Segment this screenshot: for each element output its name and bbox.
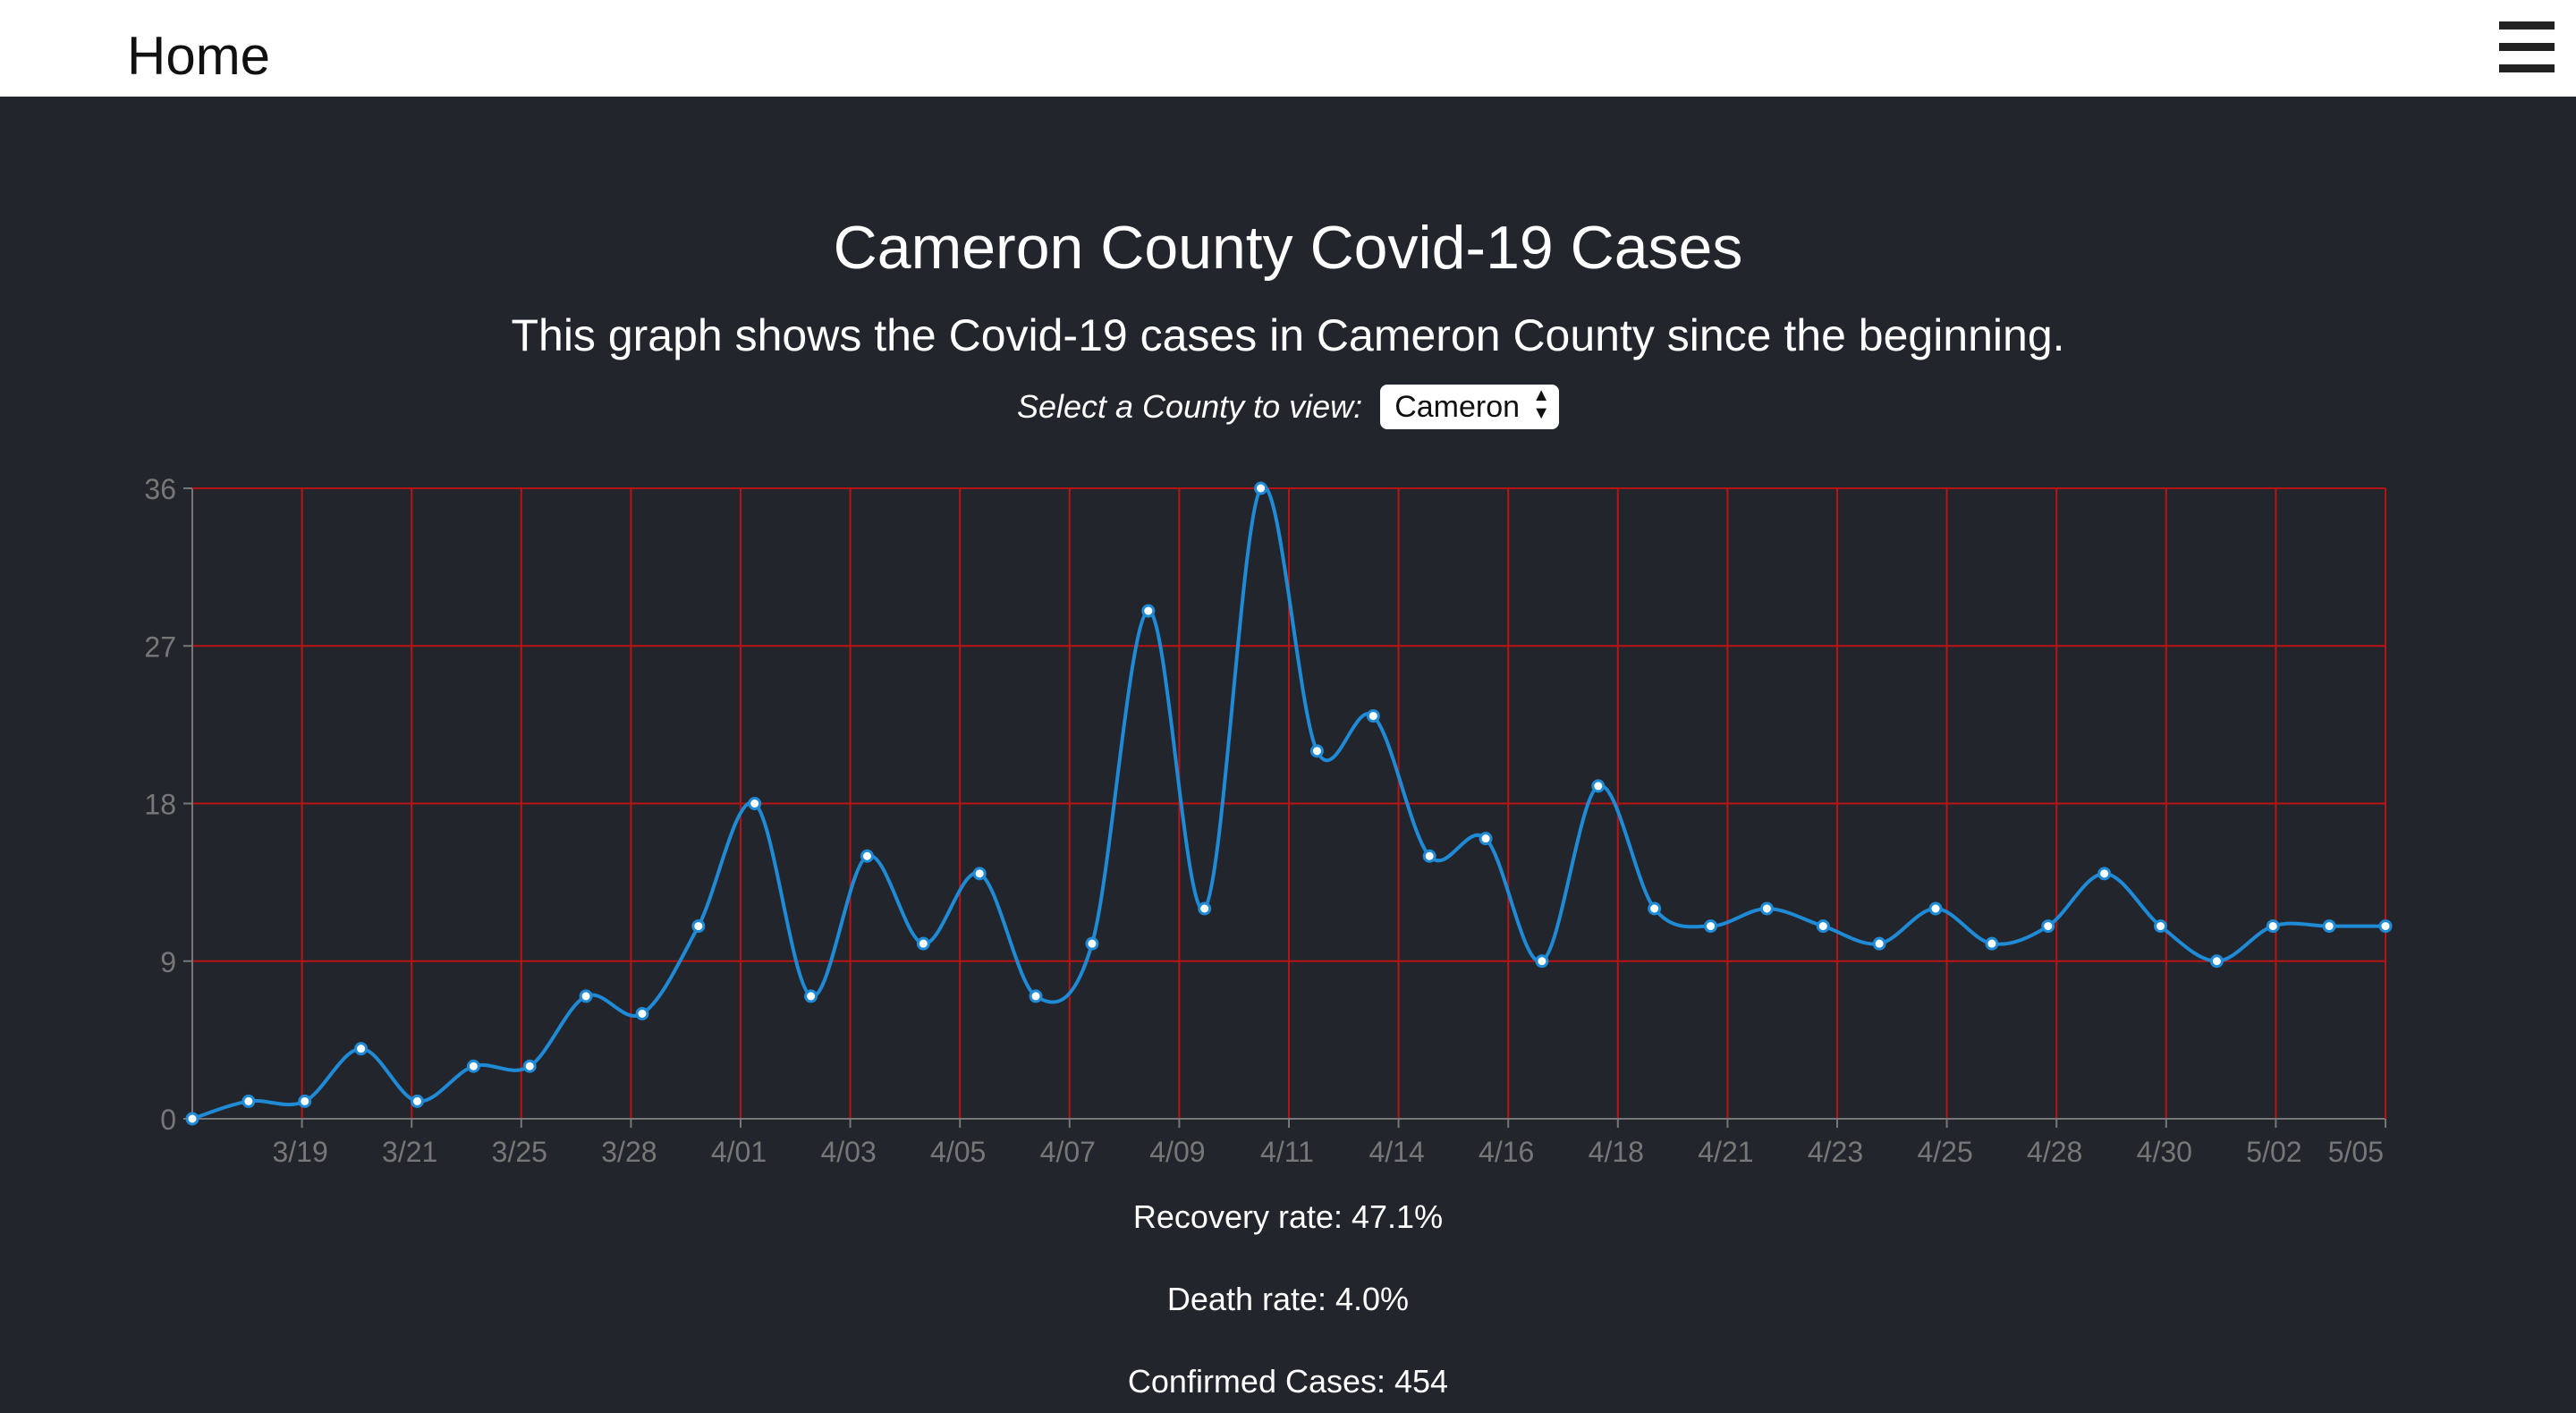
y-tick-label: 27 <box>144 630 176 663</box>
data-point <box>298 1094 312 1108</box>
data-point <box>2154 919 2168 934</box>
page-subtitle: This graph shows the Covid-19 cases in C… <box>511 310 2065 360</box>
data-point <box>2041 919 2055 934</box>
y-tick-label: 9 <box>160 946 176 978</box>
hamburger-icon[interactable] <box>2499 21 2555 73</box>
y-tick-label: 36 <box>144 473 176 505</box>
data-point <box>635 1007 649 1020</box>
x-tick-label: 3/25 <box>492 1136 547 1168</box>
x-tick-label: 4/21 <box>1698 1136 1753 1168</box>
x-tick-label: 5/05 <box>2328 1136 2384 1168</box>
x-tick-label: 4/28 <box>2027 1136 2082 1168</box>
cases-line-chart: 0 9 18 27 36 3/19 3/21 3/25 3/28 4/01 4/03 4/05 4/07… <box>144 473 2393 1168</box>
data-point <box>185 1112 199 1126</box>
data-point <box>748 797 762 810</box>
home-link[interactable]: Home <box>127 26 271 86</box>
data-point <box>1366 709 1380 723</box>
county-select-value: Cameron <box>1394 390 1521 424</box>
data-point <box>1872 936 1886 951</box>
x-tick-label: 4/01 <box>711 1136 767 1168</box>
data-point <box>242 1094 256 1108</box>
x-tick-label: 4/18 <box>1589 1136 1644 1168</box>
data-point <box>1479 832 1493 846</box>
county-selector-row: Select a County to view: Cameron ▲ ▼ <box>0 385 2576 429</box>
y-tick-label: 18 <box>144 789 176 821</box>
x-tick-label: 4/23 <box>1808 1136 1863 1168</box>
data-point <box>1141 604 1156 618</box>
menu-bar <box>2499 64 2555 72</box>
data-point <box>972 867 987 881</box>
x-tick-label: 5/02 <box>2246 1136 2301 1168</box>
data-point <box>2209 954 2224 969</box>
top-navbar: Home <box>0 0 2576 97</box>
data-point <box>2378 919 2393 934</box>
data-point <box>804 989 818 1003</box>
menu-bar <box>2499 21 2555 30</box>
x-tick-label: 3/19 <box>272 1136 327 1168</box>
county-select[interactable]: Cameron ▲ ▼ <box>1380 385 1560 429</box>
data-point <box>916 936 930 951</box>
x-tick-label: 4/11 <box>1260 1136 1314 1168</box>
data-point <box>522 1059 537 1073</box>
data-point <box>1928 901 1943 916</box>
data-point <box>410 1094 424 1108</box>
page-title: Cameron County Covid-19 Cases <box>833 214 1743 282</box>
y-tick-label: 0 <box>160 1104 176 1136</box>
county-select-label: Select a County to view: <box>1016 388 1363 425</box>
select-arrows-icon: ▲ ▼ <box>1532 385 1551 423</box>
data-point <box>1816 919 1830 934</box>
main-content: Cameron County Covid-19 Cases This graph… <box>0 97 2576 1413</box>
data-point <box>1309 744 1324 758</box>
x-tick-label: 4/05 <box>930 1136 986 1168</box>
data-point <box>1591 779 1606 793</box>
data-point <box>354 1042 369 1056</box>
x-tick-label: 4/09 <box>1149 1136 1205 1168</box>
data-point <box>1985 936 1999 951</box>
x-tick-label: 4/14 <box>1368 1136 1424 1168</box>
data-point <box>1254 481 1268 495</box>
data-point <box>1648 901 1662 916</box>
data-point <box>2266 919 2280 934</box>
data-point <box>1029 989 1043 1003</box>
data-point <box>1759 901 1774 916</box>
x-tick-label: 4/25 <box>1917 1136 1972 1168</box>
x-tick-label: 3/21 <box>382 1136 437 1168</box>
x-tick-label: 4/07 <box>1040 1136 1096 1168</box>
data-point <box>1535 954 1549 969</box>
data-point <box>579 989 593 1003</box>
data-point <box>1422 849 1436 863</box>
data-point <box>691 919 706 934</box>
confirmed-cases: Confirmed Cases: 454 <box>1127 1363 1449 1400</box>
x-tick-label: 3/28 <box>601 1136 657 1168</box>
x-tick-label: 4/30 <box>2137 1136 2192 1168</box>
death-rate: Death rate: 4.0% <box>1166 1281 1410 1317</box>
data-point <box>1085 936 1099 951</box>
data-point <box>2097 867 2112 881</box>
menu-bar <box>2499 43 2555 51</box>
data-point <box>1704 919 1718 934</box>
data-point <box>860 849 874 863</box>
data-point <box>466 1059 480 1073</box>
recovery-rate: Recovery rate: 47.1% <box>1132 1198 1444 1235</box>
data-point <box>2322 919 2336 934</box>
x-tick-label: 4/03 <box>820 1136 876 1168</box>
x-tick-label: 4/16 <box>1479 1136 1534 1168</box>
data-point <box>1198 901 1212 916</box>
